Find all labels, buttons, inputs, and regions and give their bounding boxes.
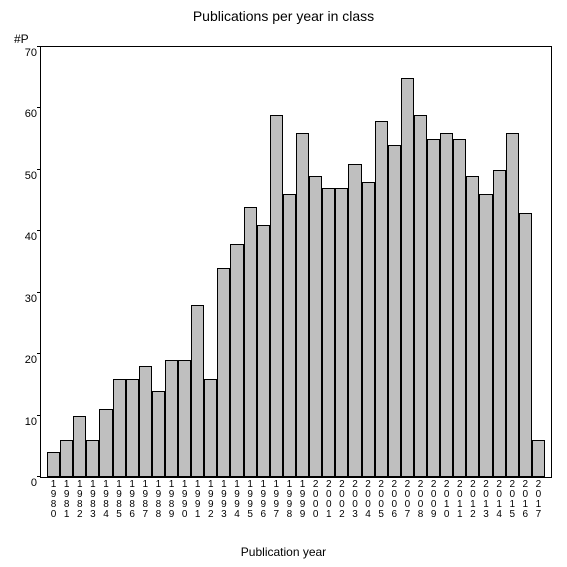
x-tick-label: 2001 — [324, 477, 334, 520]
bar — [466, 176, 479, 477]
chart-container: Publications per year in class #P 010203… — [0, 0, 567, 567]
bar — [73, 416, 86, 477]
bar — [427, 139, 440, 477]
y-tick-label: 20 — [25, 354, 41, 366]
bar — [335, 188, 348, 477]
y-tick-mark — [37, 107, 41, 108]
x-tick-label: 2010 — [442, 477, 452, 520]
y-tick-label: 40 — [25, 231, 41, 243]
bar — [348, 164, 361, 477]
bar — [244, 207, 257, 477]
x-tick-label: 2011 — [455, 477, 465, 520]
x-tick-label: 2009 — [429, 477, 439, 520]
bar — [86, 440, 99, 477]
x-tick-label: 1991 — [193, 477, 203, 520]
chart-title: Publications per year in class — [0, 8, 567, 24]
x-tick-label: 1986 — [127, 477, 137, 520]
x-tick-label: 2004 — [363, 477, 373, 520]
bar — [362, 182, 375, 477]
y-tick-mark — [37, 415, 41, 416]
x-tick-label: 2008 — [416, 477, 426, 520]
bar — [152, 391, 165, 477]
bar — [257, 225, 270, 477]
x-tick-label: 1994 — [232, 477, 242, 520]
bar — [506, 133, 519, 477]
x-tick-label: 2012 — [468, 477, 478, 520]
y-tick-mark — [37, 169, 41, 170]
x-tick-label: 2015 — [507, 477, 517, 520]
bar — [165, 360, 178, 477]
y-tick-label: 10 — [25, 416, 41, 428]
y-tick-mark — [37, 230, 41, 231]
y-tick-mark — [37, 292, 41, 293]
x-tick-label: 2003 — [350, 477, 360, 520]
y-tick-mark — [37, 476, 41, 477]
bar — [388, 145, 401, 477]
bar — [414, 115, 427, 477]
bar — [309, 176, 322, 477]
x-tick-label: 2006 — [389, 477, 399, 520]
x-tick-label: 1997 — [271, 477, 281, 520]
plot-area: 0102030405060701980198119821983198419851… — [40, 46, 552, 478]
bar — [401, 78, 414, 477]
x-tick-label: 1987 — [140, 477, 150, 520]
bar — [440, 133, 453, 477]
x-tick-label: 1999 — [298, 477, 308, 520]
x-tick-label: 1992 — [206, 477, 216, 520]
y-tick-label: 30 — [25, 293, 41, 305]
x-tick-label: 1982 — [75, 477, 85, 520]
bar — [479, 194, 492, 477]
x-tick-label: 1985 — [114, 477, 124, 520]
x-tick-label: 1998 — [284, 477, 294, 520]
bar — [139, 366, 152, 477]
bar — [60, 440, 73, 477]
x-tick-label: 2013 — [481, 477, 491, 520]
bar — [453, 139, 466, 477]
x-tick-label: 1980 — [49, 477, 59, 520]
bar — [519, 213, 532, 477]
x-tick-label: 1993 — [219, 477, 229, 520]
x-tick-label: 1995 — [245, 477, 255, 520]
y-tick-mark — [37, 353, 41, 354]
x-tick-label: 2007 — [402, 477, 412, 520]
y-tick-label: 60 — [25, 108, 41, 120]
x-tick-label: 2016 — [520, 477, 530, 520]
x-axis-label: Publication year — [0, 545, 567, 559]
x-tick-label: 2002 — [337, 477, 347, 520]
x-tick-label: 1988 — [153, 477, 163, 520]
bar — [296, 133, 309, 477]
bar — [99, 409, 112, 477]
x-tick-label: 1990 — [180, 477, 190, 520]
bar — [47, 452, 60, 477]
x-tick-label: 1996 — [258, 477, 268, 520]
bar — [375, 121, 388, 477]
bar — [283, 194, 296, 477]
bar — [113, 379, 126, 477]
bar — [217, 268, 230, 477]
bar — [230, 244, 243, 477]
bar — [532, 440, 545, 477]
y-tick-label: 70 — [25, 47, 41, 59]
bar — [126, 379, 139, 477]
x-tick-label: 2005 — [376, 477, 386, 520]
bar — [204, 379, 217, 477]
bar — [191, 305, 204, 477]
bar — [493, 170, 506, 477]
bar — [322, 188, 335, 477]
x-tick-label: 2014 — [494, 477, 504, 520]
x-tick-label: 1989 — [167, 477, 177, 520]
bar — [178, 360, 191, 477]
y-tick-label: 0 — [31, 477, 41, 489]
bars-group — [41, 47, 551, 477]
x-tick-label: 1981 — [62, 477, 72, 520]
y-tick-mark — [37, 46, 41, 47]
y-axis-label: #P — [14, 32, 29, 46]
x-tick-label: 2017 — [533, 477, 543, 520]
y-tick-label: 50 — [25, 170, 41, 182]
bar — [270, 115, 283, 477]
x-tick-label: 2000 — [311, 477, 321, 520]
x-tick-label: 1984 — [101, 477, 111, 520]
x-tick-label: 1983 — [88, 477, 98, 520]
